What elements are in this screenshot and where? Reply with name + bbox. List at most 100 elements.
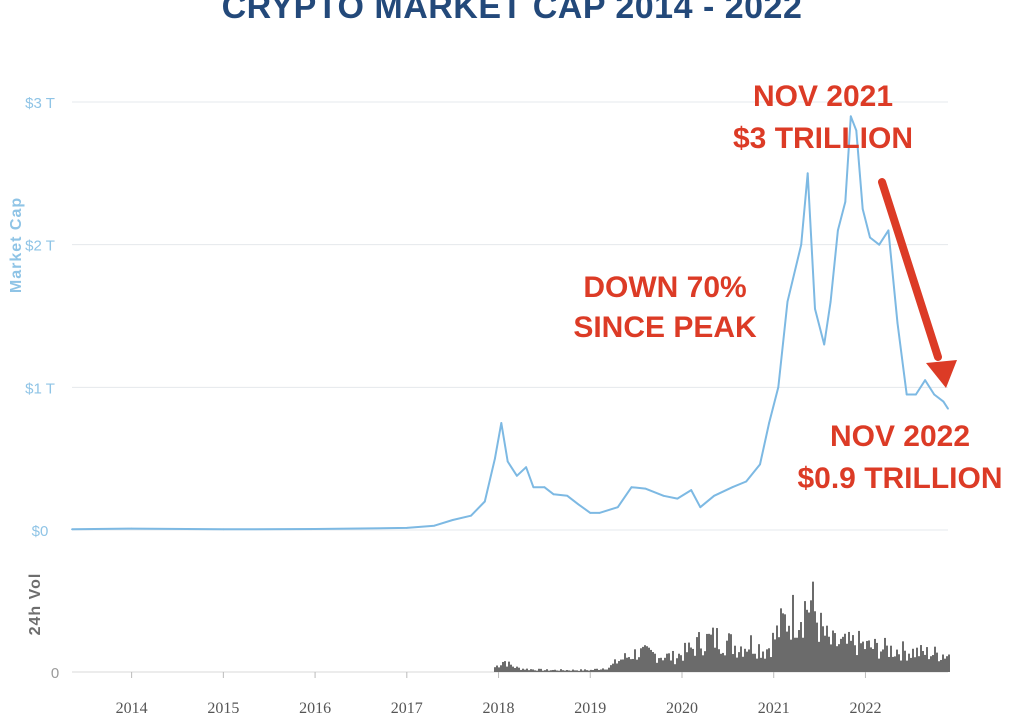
volume-bar [722,652,724,672]
volume-bar [576,670,578,672]
volume-bar [892,656,894,672]
x-tick-label: 2015 [207,700,239,717]
volume-bar [862,641,864,672]
volume-bar [512,666,514,672]
volume-bar [774,639,776,672]
volume-bar [746,651,748,672]
volume-bar [946,656,948,672]
volume-bar [660,657,662,672]
volume-bar [762,651,764,672]
volume-bar [818,641,820,672]
volume-bar [496,665,498,672]
volume-bar [796,637,798,672]
decline-arrow-head [926,360,957,388]
volume-bar [838,644,840,672]
volume-bar [618,661,620,672]
x-tick-label: 2021 [758,700,790,717]
data-point [130,527,133,530]
data-point [869,236,871,239]
volume-bar [792,594,794,672]
volume-bar [502,661,504,672]
data-point [806,172,809,175]
volume-bar [678,653,680,672]
volume-bar [840,638,842,672]
data-point [433,524,436,527]
volume-bar [532,669,534,672]
volume-bar [716,628,718,672]
x-tick-label: 2016 [299,700,331,717]
data-point [470,514,472,517]
volume-bar [802,637,804,672]
y-tick-label: $0 [32,523,49,540]
volume-bar [836,646,838,672]
volume-bar [738,652,740,672]
volume-bar [506,666,508,672]
volume-bar [760,657,762,672]
volume-bar [690,647,692,672]
data-point [598,512,601,514]
gridlines [72,101,948,673]
volume-bar [714,647,716,672]
data-point [71,528,73,531]
annotation-drop-line2: SINCE PEAK [573,311,757,344]
volume-bar [890,645,892,672]
volume-bar [704,651,706,672]
volume-bar [916,647,918,672]
volume-bar [672,650,674,672]
data-point [800,243,803,246]
volume-bar [834,633,836,672]
data-point [506,460,509,463]
volume-bar [700,648,702,672]
volume-bar [710,634,712,672]
volume-bar [514,668,516,672]
volume-bar [682,660,684,672]
volume-bar [684,642,686,672]
volume-bar [712,627,714,672]
volume-bar [574,670,576,672]
volume-bar [880,651,882,672]
volume-bar [600,669,602,672]
annotation-current-value: $0.9 TRILLION [797,462,1002,495]
volume-bar [912,648,914,672]
volume-bar [702,655,704,672]
data-point [814,308,816,310]
volume-bar [688,642,690,672]
annotation-peak-date: NOV 2021 [753,80,893,113]
data-point [713,494,715,497]
volume-bar [922,651,924,672]
x-tick-label: 2020 [666,700,698,717]
volume-bar [558,670,560,672]
volume-bar [784,614,786,672]
y-tick-label: $2 T [25,238,55,255]
volume-bar [766,649,768,672]
volume-bar [656,662,658,672]
x-tick-label: 2017 [391,700,423,717]
volume-bar [590,669,592,672]
volume-bar [724,655,726,672]
volume-bar [520,669,522,672]
volume-bar [830,644,832,672]
data-point [589,512,592,514]
volume-bar [540,668,542,672]
volume-bar [564,670,566,672]
volume-bar [788,625,790,672]
volume-bar [654,653,656,672]
volume-bar [800,622,802,672]
data-point [483,500,486,503]
volume-tick-label: 0 [51,665,59,682]
data-point [566,494,569,497]
volume-bar [530,669,532,672]
volume-bar [924,654,926,672]
volume-bar [932,655,934,672]
volume-bar [942,654,944,672]
volume-bar [538,668,540,672]
volume-axis-label: 24h Vol [27,573,44,636]
volume-bars [494,581,950,672]
data-point [516,474,518,477]
data-point [837,229,839,232]
volume-bar [884,637,886,672]
volume-bar [886,645,888,672]
volume-bar [876,642,878,672]
volume-bar [586,670,588,672]
data-point [849,115,852,118]
